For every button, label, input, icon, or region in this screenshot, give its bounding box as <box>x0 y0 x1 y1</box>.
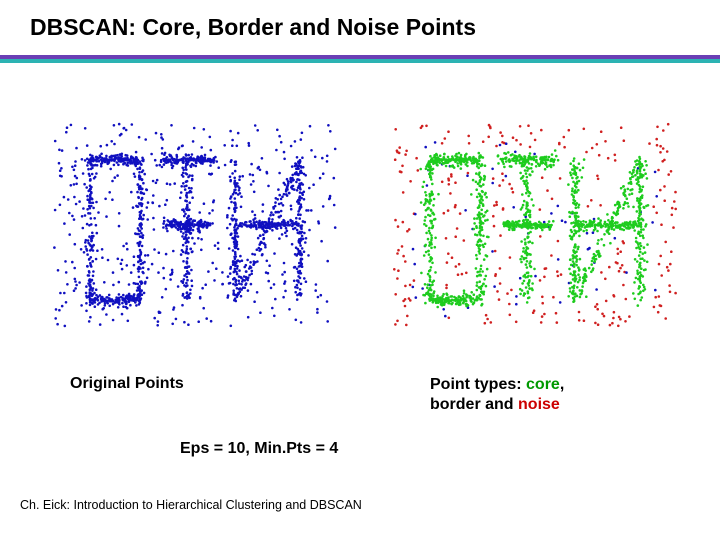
caption-original: Original Points <box>70 375 184 393</box>
title-rule <box>0 55 720 63</box>
caption-classified: Point types: core, border and noise <box>430 375 564 415</box>
caption-and: and <box>481 396 518 413</box>
slide-title: DBSCAN: Core, Border and Noise Points <box>30 14 476 41</box>
scatter-classified <box>390 120 680 330</box>
plots-row <box>50 120 680 330</box>
caption-noise: noise <box>518 396 560 413</box>
plot-original <box>50 120 340 330</box>
caption-comma: , <box>560 376 564 393</box>
caption-prefix: Point types: <box>430 376 526 393</box>
scatter-original <box>50 120 340 330</box>
rule-teal <box>0 59 720 63</box>
caption-core: core <box>526 376 560 393</box>
caption-border: border <box>430 396 481 413</box>
slide: DBSCAN: Core, Border and Noise Points Or… <box>0 0 720 540</box>
params-text: Eps = 10, Min.Pts = 4 <box>180 440 338 458</box>
plot-classified <box>390 120 680 330</box>
footer-text: Ch. Eick: Introduction to Hierarchical C… <box>20 498 362 512</box>
